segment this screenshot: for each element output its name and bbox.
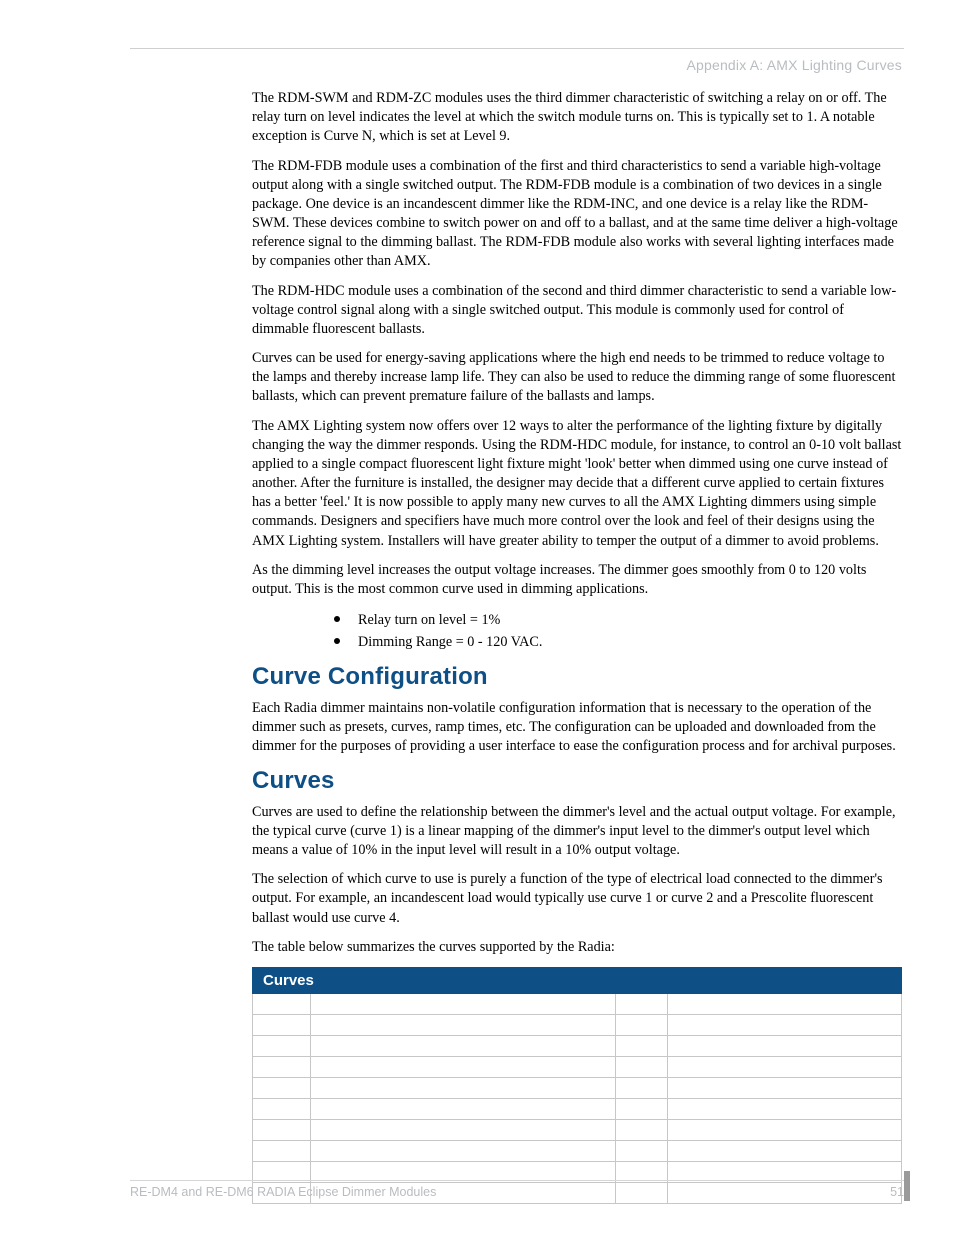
table-row <box>253 1056 902 1077</box>
table-row <box>253 993 902 1014</box>
body-paragraph: Curves can be used for energy-saving app… <box>252 349 902 407</box>
body-paragraph: As the dimming level increases the outpu… <box>252 561 902 599</box>
footer-page-number: 51 <box>890 1185 904 1199</box>
body-paragraph: Curves are used to define the relationsh… <box>252 803 902 861</box>
body-paragraph: The RDM-FDB module uses a combination of… <box>252 157 902 272</box>
page-frame: Appendix A: AMX Lighting Curves The RDM-… <box>130 48 904 1185</box>
table-row <box>253 1098 902 1119</box>
page-header-appendix: Appendix A: AMX Lighting Curves <box>130 49 904 89</box>
curves-table: Curves <box>252 967 902 1204</box>
heading-curves: Curves <box>252 767 902 795</box>
body-paragraph: The selection of which curve to use is p… <box>252 870 902 928</box>
bullet-item: Dimming Range = 0 - 120 VAC. <box>334 631 902 653</box>
footer-doc-title: RE-DM4 and RE-DM6 RADIA Eclipse Dimmer M… <box>130 1185 436 1199</box>
page-content: The RDM-SWM and RDM-ZC modules uses the … <box>130 89 904 1204</box>
footer-edge-decoration <box>904 1171 910 1201</box>
curves-table-body <box>253 993 902 1203</box>
heading-curve-configuration: Curve Configuration <box>252 663 902 691</box>
curves-table-header: Curves <box>253 967 902 993</box>
table-row <box>253 1014 902 1035</box>
body-paragraph: The RDM-SWM and RDM-ZC modules uses the … <box>252 89 902 147</box>
body-paragraph: The RDM-HDC module uses a combination of… <box>252 282 902 340</box>
body-paragraph: Each Radia dimmer maintains non-volatile… <box>252 699 902 757</box>
bullet-list: Relay turn on level = 1% Dimming Range =… <box>252 609 902 653</box>
body-paragraph: The AMX Lighting system now offers over … <box>252 417 902 551</box>
table-row <box>253 1077 902 1098</box>
table-row <box>253 1119 902 1140</box>
bullet-item: Relay turn on level = 1% <box>334 609 902 631</box>
table-row <box>253 1140 902 1161</box>
page-footer: RE-DM4 and RE-DM6 RADIA Eclipse Dimmer M… <box>130 1180 904 1199</box>
table-row <box>253 1035 902 1056</box>
body-paragraph: The table below summarizes the curves su… <box>252 938 902 957</box>
